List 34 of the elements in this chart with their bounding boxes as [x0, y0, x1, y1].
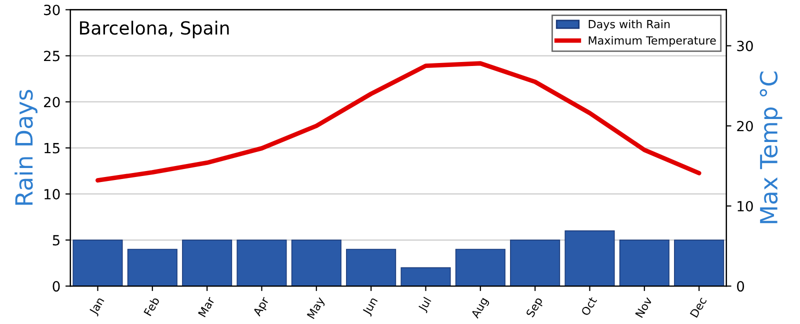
- bar: [619, 240, 670, 286]
- bar: [564, 230, 615, 286]
- legend-label: Maximum Temperature: [588, 36, 716, 47]
- bar: [510, 240, 560, 286]
- y-tick-label: 0: [52, 281, 60, 292]
- y-tick-label: 10: [44, 188, 60, 200]
- legend-label: Days with Rain: [588, 20, 670, 30]
- bar: [346, 248, 396, 286]
- y-axis-title: Rain Days: [14, 90, 38, 205]
- y2-tick-label: 10: [738, 200, 753, 212]
- x-tick-label: Feb: [143, 296, 160, 316]
- bar: [291, 240, 342, 286]
- x-tick-label: Jul: [417, 296, 434, 314]
- y-tick-label: 20: [44, 96, 60, 108]
- y-tick-label: 30: [44, 4, 60, 16]
- y2-tick-label: 20: [737, 120, 753, 132]
- x-tick-label: Oct: [580, 296, 598, 316]
- bar: [72, 240, 123, 286]
- y2-axis-title: Max Temp °C: [760, 72, 782, 224]
- bar: [400, 267, 451, 286]
- text: Barcelona, Spain: [80, 20, 229, 38]
- bar: [127, 248, 178, 286]
- y-tick-label: 25: [44, 50, 60, 62]
- bar: [674, 240, 724, 286]
- bar: [236, 240, 287, 286]
- x-tick-label: Jan: [88, 296, 106, 316]
- y-tick-label: 5: [52, 235, 60, 246]
- line-series: [96, 61, 702, 183]
- y-tick-label: 15: [44, 143, 60, 154]
- bar: [455, 248, 506, 286]
- bar: [182, 240, 232, 286]
- x-tick-label: Jun: [362, 296, 380, 317]
- y2-tick-label: 0: [737, 281, 744, 292]
- y2-tick-label: 30: [737, 40, 753, 52]
